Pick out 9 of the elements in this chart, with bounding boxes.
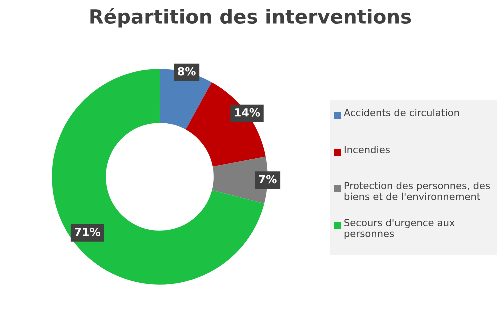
chart-title: Répartition des interventions (90, 8, 412, 28)
legend-label: Incendies (344, 146, 390, 154)
data-label: 71% (75, 228, 101, 236)
legend-label: Protection des personnes, des biens et de l'environnement (344, 182, 490, 200)
legend-label: Secours d'urgence aux personnes (344, 219, 455, 240)
data-label: 8% (178, 67, 196, 76)
data-label: 7% (259, 175, 277, 184)
legend-label: Accidents de circulation (344, 109, 460, 117)
data-label: 14% (235, 108, 260, 117)
